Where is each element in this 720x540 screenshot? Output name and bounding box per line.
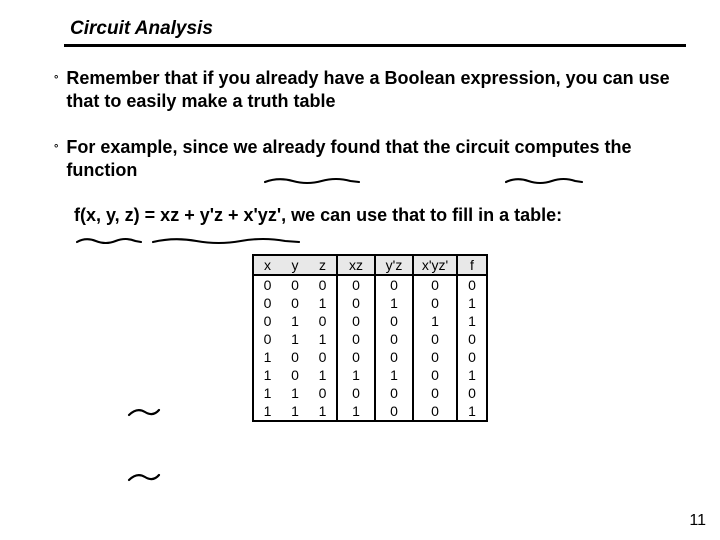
table-cell: 0 (309, 275, 337, 294)
table-col-y: y (281, 255, 309, 275)
table-cell: 1 (281, 402, 309, 421)
table-cell: 0 (457, 330, 487, 348)
table-cell: 1 (253, 384, 281, 402)
table-cell: 1 (309, 402, 337, 421)
table-cell: 0 (309, 312, 337, 330)
table-row: 0110000 (253, 330, 487, 348)
table-cell: 1 (375, 366, 413, 384)
table-cell: 0 (337, 294, 375, 312)
hand-tick-icon (127, 470, 161, 489)
truth-table: xyzxzy'zx'yz'f 0000000001010101000110110… (252, 254, 488, 422)
table-cell: 0 (375, 348, 413, 366)
table-cell: 0 (253, 294, 281, 312)
bullet-mark-icon: ° (54, 142, 58, 156)
table-cell: 0 (253, 275, 281, 294)
table-col-xpyzp: x'yz' (413, 255, 457, 275)
table-cell: 1 (281, 330, 309, 348)
table-cell: 0 (337, 384, 375, 402)
table-cell: 0 (375, 275, 413, 294)
table-header-row: xyzxzy'zx'yz'f (253, 255, 487, 275)
table-cell: 1 (309, 366, 337, 384)
page-title: Circuit Analysis (70, 18, 213, 39)
table-cell: 1 (253, 348, 281, 366)
table-cell: 0 (457, 275, 487, 294)
table-cell: 1 (457, 294, 487, 312)
table-cell: 1 (337, 366, 375, 384)
table-cell: 0 (457, 348, 487, 366)
table-cell: 0 (413, 330, 457, 348)
table-cell: 0 (413, 275, 457, 294)
table-col-z: z (309, 255, 337, 275)
page-number: 11 (689, 512, 706, 530)
table-cell: 1 (309, 330, 337, 348)
table-cell: 0 (309, 348, 337, 366)
table-cell: 0 (375, 384, 413, 402)
equation-tail: we can use that to fill in a table: (286, 205, 562, 225)
table-col-f: f (457, 255, 487, 275)
equation-line: f(x, y, z) = xz + y'z + x'yz', we can us… (74, 205, 686, 226)
table-col-ypz: y'z (375, 255, 413, 275)
table-cell: 1 (457, 366, 487, 384)
table-row: 1000000 (253, 348, 487, 366)
table-cell: 1 (281, 312, 309, 330)
table-cell: 1 (457, 402, 487, 421)
truth-table-wrap: xyzxzy'zx'yz'f 0000000001010101000110110… (54, 254, 686, 422)
table-cell: 1 (281, 384, 309, 402)
table-cell: 0 (413, 294, 457, 312)
table-cell: 0 (281, 366, 309, 384)
title-bar: Circuit Analysis (64, 18, 686, 47)
table-cell: 0 (309, 384, 337, 402)
table-cell: 0 (375, 312, 413, 330)
table-cell: 0 (253, 330, 281, 348)
bullet-1-text: Remember that if you already have a Bool… (66, 67, 686, 114)
table-cell: 0 (281, 294, 309, 312)
table-cell: 0 (375, 402, 413, 421)
table-cell: 0 (337, 312, 375, 330)
bullet-mark-icon: ° (54, 73, 58, 87)
table-cell: 0 (337, 348, 375, 366)
table-row: 1011101 (253, 366, 487, 384)
equation-expr: f(x, y, z) = xz + y'z + x'yz', (74, 205, 286, 225)
table-cell: 0 (413, 366, 457, 384)
table-col-x: x (253, 255, 281, 275)
table-cell: 1 (253, 402, 281, 421)
bullet-1: ° Remember that if you already have a Bo… (54, 67, 686, 114)
table-row: 0000000 (253, 275, 487, 294)
table-cell: 0 (457, 384, 487, 402)
table-cell: 1 (309, 294, 337, 312)
table-cell: 0 (413, 384, 457, 402)
table-cell: 0 (375, 330, 413, 348)
table-row: 1111001 (253, 402, 487, 421)
table-row: 0010101 (253, 294, 487, 312)
table-cell: 0 (281, 275, 309, 294)
bullet-2-text: For example, since we already found that… (66, 136, 686, 183)
table-cell: 1 (337, 402, 375, 421)
table-cell: 1 (253, 366, 281, 384)
table-cell: 1 (413, 312, 457, 330)
table-cell: 0 (281, 348, 309, 366)
table-cell: 1 (457, 312, 487, 330)
table-cell: 1 (375, 294, 413, 312)
table-cell: 0 (413, 402, 457, 421)
table-row: 0100011 (253, 312, 487, 330)
table-row: 1100000 (253, 384, 487, 402)
table-cell: 0 (413, 348, 457, 366)
table-col-xz: xz (337, 255, 375, 275)
table-cell: 0 (253, 312, 281, 330)
bullet-2: ° For example, since we already found th… (54, 136, 686, 183)
table-cell: 0 (337, 330, 375, 348)
table-cell: 0 (337, 275, 375, 294)
